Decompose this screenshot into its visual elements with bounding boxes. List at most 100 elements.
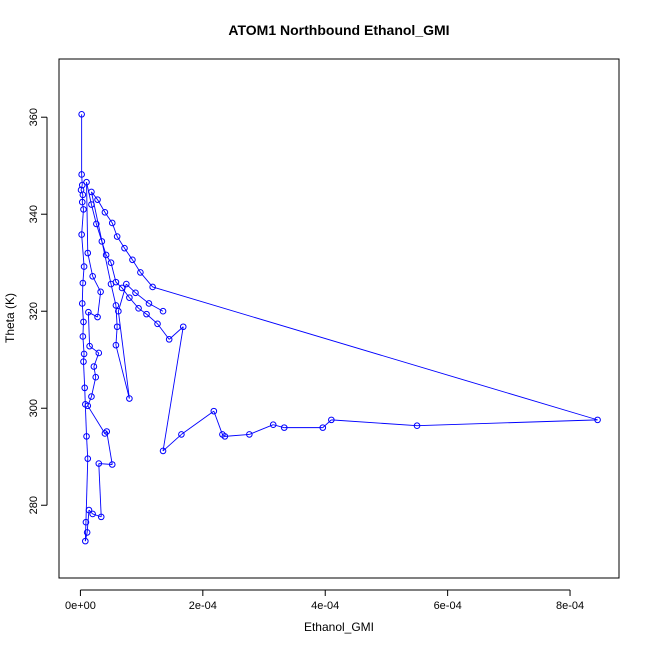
data-point	[280, 424, 288, 431]
series-line-segment	[110, 262, 117, 283]
series-line-segment	[138, 307, 147, 315]
series-line-segment	[213, 410, 223, 435]
data-point	[80, 263, 88, 270]
series-line-segment	[152, 286, 598, 421]
series-line-segment	[84, 532, 88, 542]
series-line-segment	[126, 283, 136, 294]
series-line-segment	[116, 236, 125, 249]
data-point	[78, 171, 85, 178]
plot-area-frame	[58, 58, 620, 579]
data-point	[319, 424, 327, 431]
data-point	[328, 416, 335, 424]
y-axis-label: Theta (K)	[3, 293, 17, 343]
series-line-segment	[90, 377, 97, 397]
data-point	[137, 269, 144, 276]
series-line-segment	[86, 510, 90, 533]
data-point	[81, 384, 89, 392]
data-point	[101, 430, 109, 437]
data-point	[89, 273, 96, 280]
data-point	[79, 279, 87, 287]
x-tick-label: 6e-04	[434, 600, 462, 612]
series-line-segment	[322, 419, 332, 428]
data-point	[83, 433, 90, 440]
data-point	[112, 302, 120, 309]
series-line-segment	[88, 311, 98, 318]
data-point	[132, 289, 139, 297]
series-line-segment	[83, 353, 85, 362]
series-line-segment	[162, 434, 182, 452]
data-point	[85, 308, 92, 316]
series-line-segment	[91, 204, 97, 225]
data-point	[113, 233, 121, 240]
y-tick-label: 280	[28, 496, 40, 514]
series-line-segment	[115, 345, 130, 399]
data-point	[89, 510, 96, 518]
series-line-segment	[117, 311, 130, 399]
series-line-segment	[331, 419, 418, 427]
data-point	[88, 201, 95, 208]
y-tick-label: 320	[28, 302, 40, 320]
series-line-segment	[93, 366, 97, 378]
data-point	[159, 307, 167, 315]
y-tick-label: 340	[28, 205, 40, 223]
data-point	[123, 280, 130, 288]
series-line-segment	[86, 436, 89, 459]
data-point	[82, 518, 90, 526]
data-point	[78, 300, 86, 307]
series-line-segment	[91, 191, 98, 200]
series-line-segment	[81, 194, 84, 203]
data-point	[102, 251, 110, 259]
data-point	[84, 249, 92, 257]
data-point	[149, 283, 156, 291]
data-point	[154, 320, 161, 328]
data-point	[129, 256, 136, 264]
data-point	[269, 421, 277, 429]
data-point	[94, 313, 101, 321]
data-point	[178, 431, 185, 438]
data-point	[82, 537, 89, 545]
series-line-segment	[97, 291, 102, 318]
series-line-segment	[86, 182, 89, 254]
data-point	[107, 259, 115, 267]
series-line-segment	[81, 202, 84, 210]
data-point	[95, 460, 103, 467]
x-axis-label: Ethanol_GMI	[304, 620, 374, 634]
data-point	[95, 349, 103, 357]
series-line-segment	[83, 361, 86, 388]
y-tick-label: 300	[28, 399, 40, 417]
data-point	[115, 307, 122, 315]
series-line-segment	[115, 281, 123, 289]
x-tick-label: 4e-04	[311, 600, 339, 612]
data-point	[88, 393, 95, 400]
series-line-segment	[82, 321, 84, 337]
data-point	[83, 178, 90, 186]
data-point	[78, 110, 85, 118]
series-line-segment	[110, 283, 117, 306]
data-point	[113, 323, 121, 331]
data-point	[84, 455, 92, 462]
data-point	[80, 358, 87, 365]
data-point	[103, 428, 111, 435]
data-point	[108, 461, 116, 468]
data-point	[84, 402, 92, 410]
data-point	[108, 219, 116, 227]
series-line-segment	[87, 405, 106, 434]
series-line-segment	[92, 513, 102, 518]
data-point	[92, 373, 100, 381]
data-point	[159, 447, 167, 455]
series-line-segment	[273, 424, 285, 429]
data-point	[80, 318, 87, 326]
data-point	[86, 342, 93, 350]
data-point	[93, 220, 100, 228]
series-line-segment	[81, 209, 84, 235]
data-point	[126, 395, 133, 402]
series-line-segment	[121, 287, 130, 298]
data-point	[246, 431, 253, 438]
data-point	[80, 350, 88, 358]
series-line-segment	[89, 345, 100, 354]
series-line-segment	[105, 254, 112, 263]
series-line-segment	[87, 312, 91, 347]
data-point	[145, 300, 153, 307]
series-line-segment	[249, 424, 274, 435]
x-tick-label: 0e+00	[65, 600, 96, 612]
